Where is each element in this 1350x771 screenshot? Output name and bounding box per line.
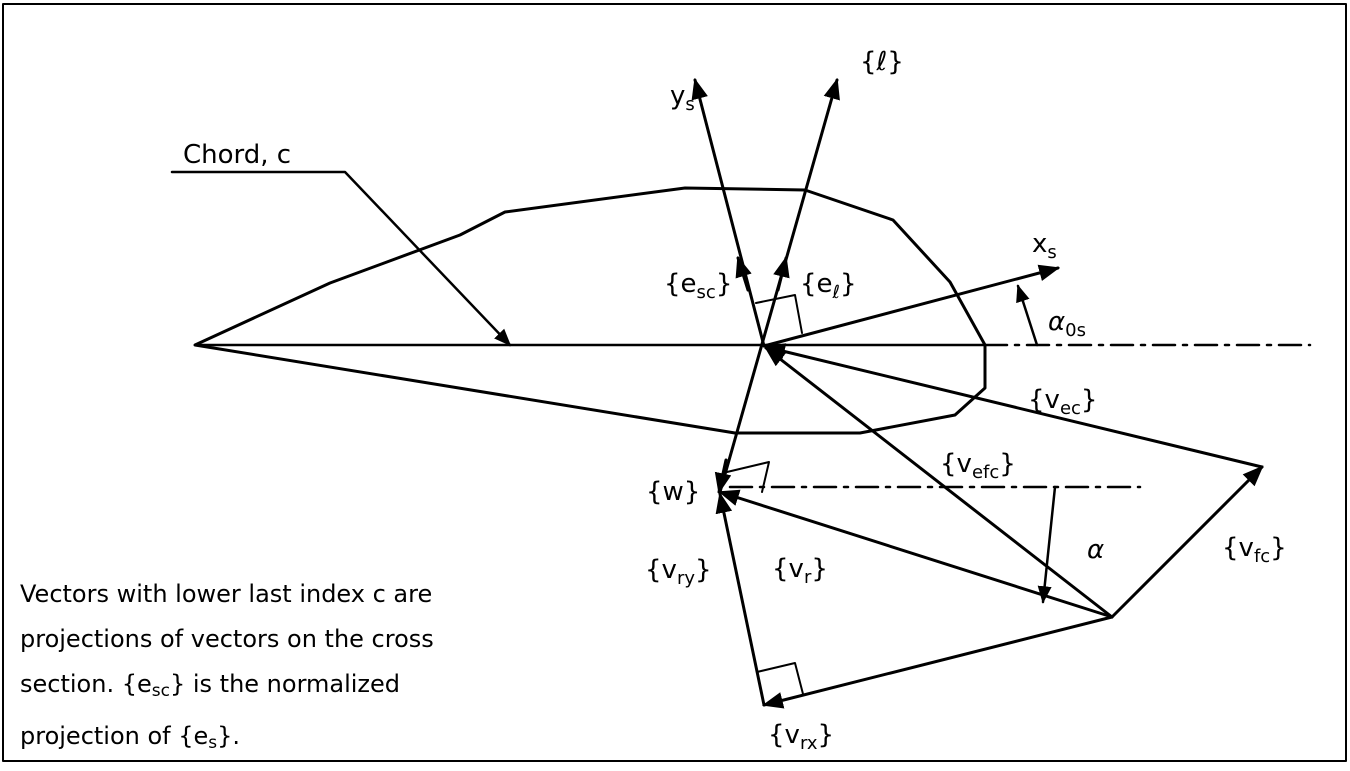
alpha0s-arrow xyxy=(1016,284,1039,347)
xs-label: xs xyxy=(1032,229,1057,263)
el-arrow xyxy=(773,255,790,292)
w-arrow xyxy=(714,458,732,495)
xs-axis xyxy=(762,264,1061,348)
vry-vector xyxy=(715,491,766,707)
caption-line-1: Vectors with lower last index c are xyxy=(20,580,433,608)
vrx-vector xyxy=(761,615,1114,709)
esc-arrow xyxy=(735,255,752,292)
alpha0s-label: α0s xyxy=(1048,307,1086,341)
vr-label: {vr} xyxy=(772,554,828,588)
caption-line-4: projection of {es}. xyxy=(20,714,372,766)
alpha-label: α xyxy=(1087,535,1104,565)
ys-label: ys xyxy=(670,81,695,115)
vec-vector xyxy=(763,343,1264,469)
right-angle-w xyxy=(726,461,770,493)
right-angle-es-el xyxy=(755,294,803,334)
vfc-vector xyxy=(1110,465,1264,619)
caption-subscript: s xyxy=(208,733,218,753)
l-label: {ℓ} xyxy=(860,47,904,77)
right-angle-vrx-vry xyxy=(756,662,804,695)
chord-label: Chord, c xyxy=(183,140,291,170)
caption-text: }. xyxy=(217,722,241,750)
caption-line-2: projections of vectors on the cross xyxy=(20,625,434,653)
caption-subscript: sc xyxy=(151,681,170,701)
caption-text: projection of {e xyxy=(20,722,209,750)
ys-axis xyxy=(691,77,766,348)
vry-label: {vry} xyxy=(645,555,712,589)
vefc-label: {vefc} xyxy=(940,449,1016,483)
caption-text: section. {e xyxy=(20,670,152,698)
caption: Vectors with lower last index c are proj… xyxy=(20,572,434,766)
airfoil-outline xyxy=(193,186,987,435)
vec-label: {vec} xyxy=(1028,385,1097,419)
vrx-label: {vrx} xyxy=(768,720,834,754)
caption-text: } is the normalized xyxy=(169,670,401,698)
vfc-label: {vfc} xyxy=(1222,533,1287,567)
chord-leader-line xyxy=(170,170,512,347)
w-label: {w} xyxy=(646,477,700,507)
esc-label: {esc} xyxy=(664,269,732,303)
el-label: {eℓ} xyxy=(800,269,857,303)
frame-border xyxy=(2,3,1347,762)
caption-line-3: section. {esc} is the normalized xyxy=(20,662,400,714)
vefc-vector xyxy=(764,346,1114,619)
alpha-arrow xyxy=(1037,485,1057,604)
